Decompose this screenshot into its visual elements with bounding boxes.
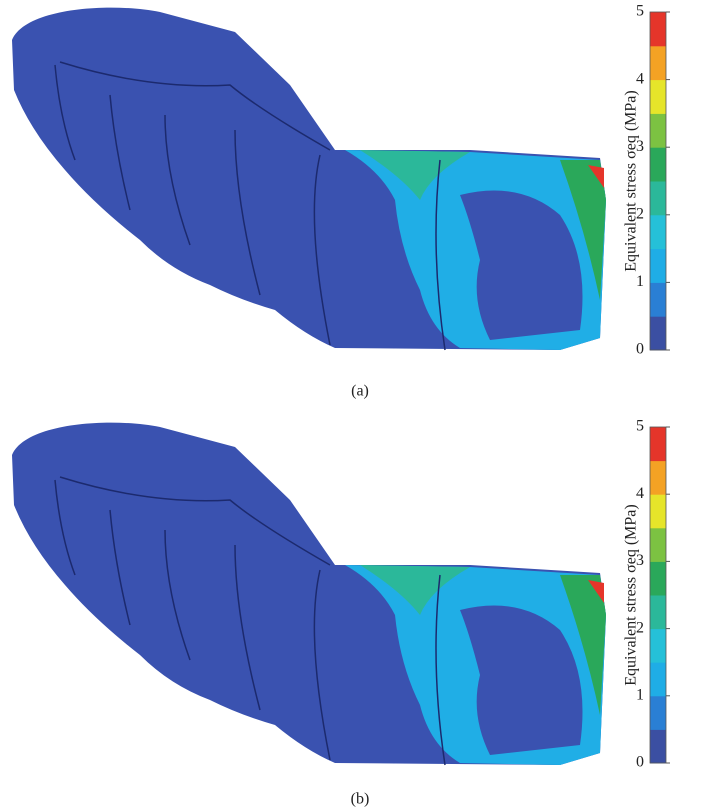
- colorbar-band: [650, 113, 666, 148]
- panel-label: (a): [351, 383, 369, 400]
- colorbar-band: [650, 12, 666, 47]
- colorbar-band: [650, 729, 666, 764]
- colorbar-band: [650, 45, 666, 81]
- colorbar-band: [650, 628, 666, 663]
- colorbar-band: [650, 282, 666, 317]
- colorbar-band: [650, 147, 666, 182]
- colorbar-tick-label: 0: [636, 341, 644, 358]
- colorbar-band: [650, 695, 666, 730]
- colorbar-band: [650, 427, 666, 462]
- colorbar-tick-label: 5: [636, 418, 644, 435]
- colorbar-band: [650, 595, 666, 630]
- colorbar-tick-label: 3: [636, 552, 644, 569]
- colorbar-tick-label: 2: [636, 205, 644, 222]
- colorbar-band: [650, 316, 666, 351]
- colorbar-band: [650, 460, 666, 495]
- panel-label: (b): [351, 791, 370, 808]
- colorbar-tick-label: 4: [636, 485, 644, 502]
- colorbar-tick-label: 5: [636, 3, 644, 20]
- colorbar-band: [650, 79, 666, 114]
- colorbar-band: [650, 181, 666, 216]
- colorbar-tick-label: 4: [636, 70, 644, 87]
- colorbar-tick-label: 1: [636, 686, 644, 703]
- colorbar-frame: [649, 426, 667, 764]
- colorbar-band: [650, 527, 666, 562]
- colorbar-label: Equivalent stress σeq (MPa): [623, 90, 640, 271]
- colorbar-tick-label: 1: [636, 273, 644, 290]
- stress-map: [11, 6, 607, 351]
- colorbar-tick-label: 3: [636, 138, 644, 155]
- colorbar-frame: [649, 11, 667, 351]
- colorbar-band: [650, 214, 666, 250]
- colorbar-band: [650, 662, 666, 697]
- colorbar-tick-label: 2: [636, 619, 644, 636]
- colorbar-band: [650, 561, 666, 596]
- colorbar-band: [650, 494, 666, 529]
- colorbar-band: [650, 248, 666, 283]
- colorbar-tick-label: 0: [636, 754, 644, 771]
- stress-map: [11, 421, 607, 766]
- colorbar-label: Equivalent stress σeq (MPa): [623, 504, 640, 685]
